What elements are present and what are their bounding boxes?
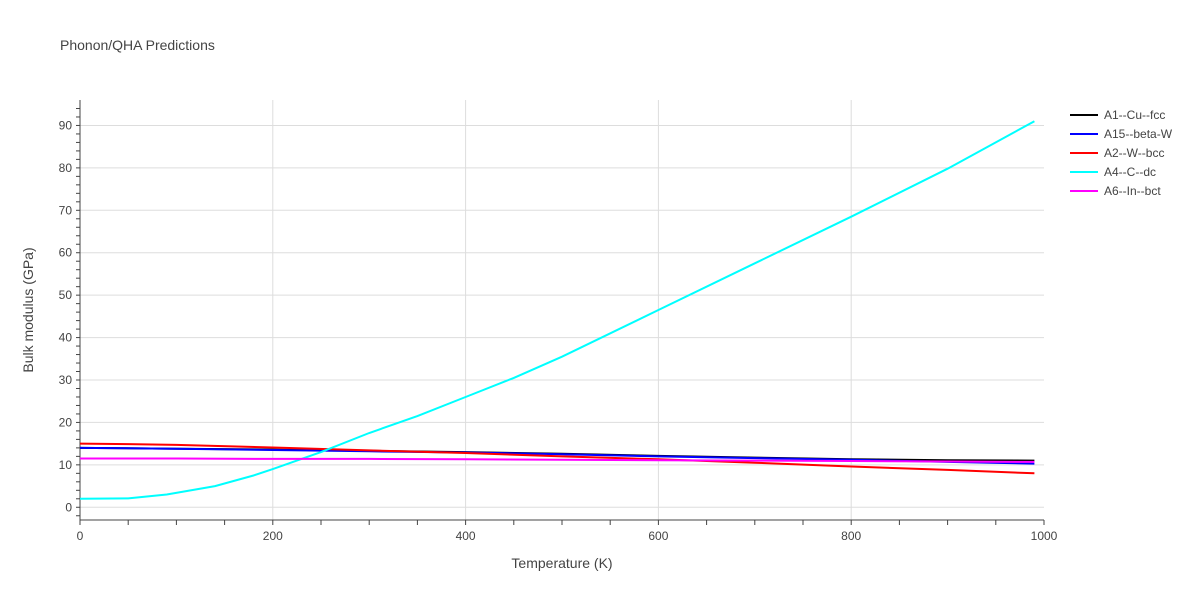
x-tick-label: 400 [456, 529, 476, 543]
series-line-A2--W--bcc [79, 442, 1035, 475]
legend-label: A1--Cu--fcc [1104, 108, 1165, 122]
x-tick-label: 0 [77, 529, 84, 543]
axes: 0 10 20 30 40 50 60 70 80 90 0 200 400 600 800 1000 [59, 100, 1058, 543]
y-tick-label: 90 [59, 118, 73, 132]
x-tick-label: 800 [841, 529, 861, 543]
x-tick-label: 600 [648, 529, 668, 543]
legend-label: A4--C--dc [1104, 165, 1156, 179]
y-tick-label: 10 [59, 458, 73, 472]
series-lines [79, 120, 1035, 500]
y-tick-label: 80 [59, 161, 73, 175]
legend-label: A15--beta-W [1104, 127, 1173, 141]
series-line-A6--In--bct [80, 457, 1035, 463]
y-tick-label: 0 [65, 500, 72, 514]
x-axis-label: Temperature (K) [511, 555, 612, 571]
y-tick-label: 20 [59, 415, 73, 429]
y-axis-label: Bulk modulus (GPa) [20, 247, 36, 372]
legend-label: A2--W--bcc [1104, 146, 1164, 160]
y-tick-label: 70 [59, 203, 73, 217]
chart-title: Phonon/QHA Predictions [60, 37, 215, 53]
y-tick-label: 40 [59, 331, 73, 345]
legend-label: A6--In--bct [1104, 184, 1161, 198]
x-tick-label: 200 [263, 529, 283, 543]
x-tick-label: 1000 [1031, 529, 1058, 543]
legend: A1--Cu--fcc A15--beta-W A2--W--bcc A4--C--d… [1070, 108, 1173, 198]
y-tick-label: 50 [59, 288, 73, 302]
series-line-A4--C--dc [79, 120, 1035, 500]
y-tick-label: 30 [59, 373, 73, 387]
y-tick-label: 60 [59, 246, 73, 260]
